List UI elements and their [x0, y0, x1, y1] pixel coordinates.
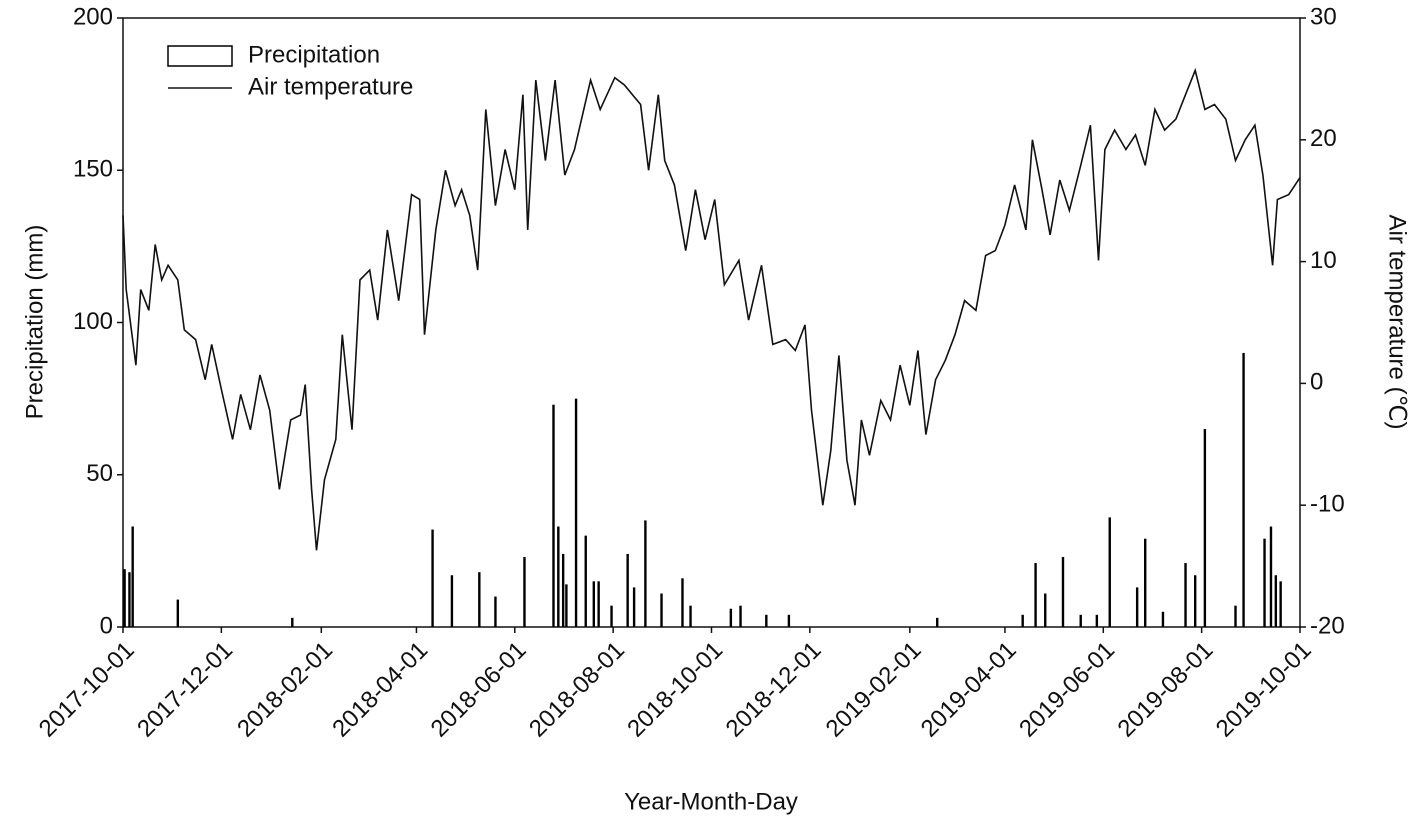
precipitation-bar: [131, 526, 134, 627]
legend-label: Air temperature: [248, 73, 413, 100]
precipitation-bar: [1242, 352, 1245, 627]
precipitation-bar: [1263, 538, 1266, 627]
y2-tick-label: -10: [1310, 491, 1345, 518]
precipitation-bar: [1079, 614, 1082, 627]
precipitation-bar: [552, 404, 555, 627]
precipitation-bar: [1269, 526, 1273, 627]
y-tick-label: 50: [86, 460, 113, 487]
x-tick-label: 2019-08-01: [1112, 637, 1218, 743]
precipitation-bar: [176, 599, 180, 627]
y-tick-label: 0: [100, 612, 113, 639]
precipitation-bar: [1108, 517, 1111, 627]
x-tick-label: 2018-04-01: [327, 637, 433, 743]
x-tick-label: 2018-02-01: [232, 637, 338, 743]
plot-frame: [122, 17, 1301, 628]
precipitation-bar: [1234, 605, 1237, 627]
y2-tick-label: 30: [1310, 3, 1337, 30]
y-tick-label: 200: [73, 3, 113, 30]
precipitation-bar: [1135, 587, 1139, 627]
precipitation-bar: [450, 575, 454, 627]
y2-tick-label: 10: [1310, 247, 1337, 274]
precipitation-bar: [1044, 593, 1047, 627]
x-tick-label: 2019-10-01: [1211, 637, 1317, 743]
precipitation-bar: [128, 572, 131, 627]
precipitation-bar: [561, 553, 565, 627]
x-tick-label: 2017-12-01: [132, 637, 238, 743]
legend-swatch: [167, 45, 233, 67]
precipitation-bar: [431, 529, 434, 627]
precipitation-bar: [592, 581, 595, 627]
x-tick-label: 2018-10-01: [622, 637, 728, 743]
x-axis-title: Year-Month-Day: [624, 788, 798, 815]
precipitation-bar: [478, 572, 481, 627]
precipitation-bar: [1203, 429, 1207, 627]
precipitation-bar: [610, 605, 613, 627]
precipitation-bar: [936, 617, 939, 627]
precipitation-bar: [1095, 614, 1099, 627]
precipitation-bar: [729, 608, 733, 627]
temperature-line: [122, 67, 1301, 551]
x-tick-label: 2018-12-01: [721, 637, 827, 743]
precipitation-bar: [660, 593, 663, 627]
y2-axis-title: Air temperature (℃): [1384, 214, 1411, 429]
precipitation-bar: [765, 614, 768, 627]
precipitation-bar: [1144, 538, 1147, 627]
precipitation-bar: [1274, 575, 1278, 627]
precipitation-bar: [644, 520, 647, 627]
precipitation-bar: [565, 584, 568, 627]
precipitation-bar: [689, 605, 692, 627]
precipitation-bar: [1279, 581, 1282, 627]
precipitation-bar: [739, 605, 742, 627]
precipitation-bar: [632, 587, 636, 627]
precipitation-bar: [1061, 556, 1065, 627]
precipitation-bar: [574, 398, 578, 627]
legend-label: Precipitation: [248, 41, 380, 68]
y-tick-label: 150: [73, 156, 113, 183]
precipitation-bar: [626, 553, 629, 627]
precipitation-bar: [1034, 563, 1037, 627]
y2-tick-label: 20: [1310, 125, 1337, 152]
y-axis-title: Precipitation (mm): [21, 225, 48, 420]
x-tick-label: 2017-10-01: [34, 637, 140, 743]
precipitation-bar: [597, 581, 600, 627]
precipitation-bar: [681, 578, 684, 627]
precipitation-bar: [1193, 575, 1197, 627]
precipitation-bar: [291, 617, 294, 627]
x-tick-label: 2019-04-01: [916, 637, 1022, 743]
precipitation-bar: [557, 526, 560, 627]
precipitation-bar: [787, 614, 791, 627]
precipitation-bar: [584, 535, 587, 627]
x-tick-label: 2019-06-01: [1014, 637, 1120, 743]
precipitation-bar: [494, 596, 497, 627]
y-tick-label: 100: [73, 308, 113, 335]
precipitation-bar: [1184, 563, 1187, 627]
precipitation-bar: [523, 556, 526, 627]
y2-tick-label: 0: [1310, 369, 1323, 396]
x-tick-label: 2019-02-01: [821, 637, 927, 743]
precipitation-bar: [1021, 614, 1024, 627]
y2-tick-label: -20: [1310, 612, 1345, 639]
precipitation-bar: [1161, 611, 1165, 627]
x-tick-label: 2018-08-01: [524, 637, 630, 743]
precipitation-bar: [123, 569, 126, 627]
x-tick-label: 2018-06-01: [426, 637, 532, 743]
